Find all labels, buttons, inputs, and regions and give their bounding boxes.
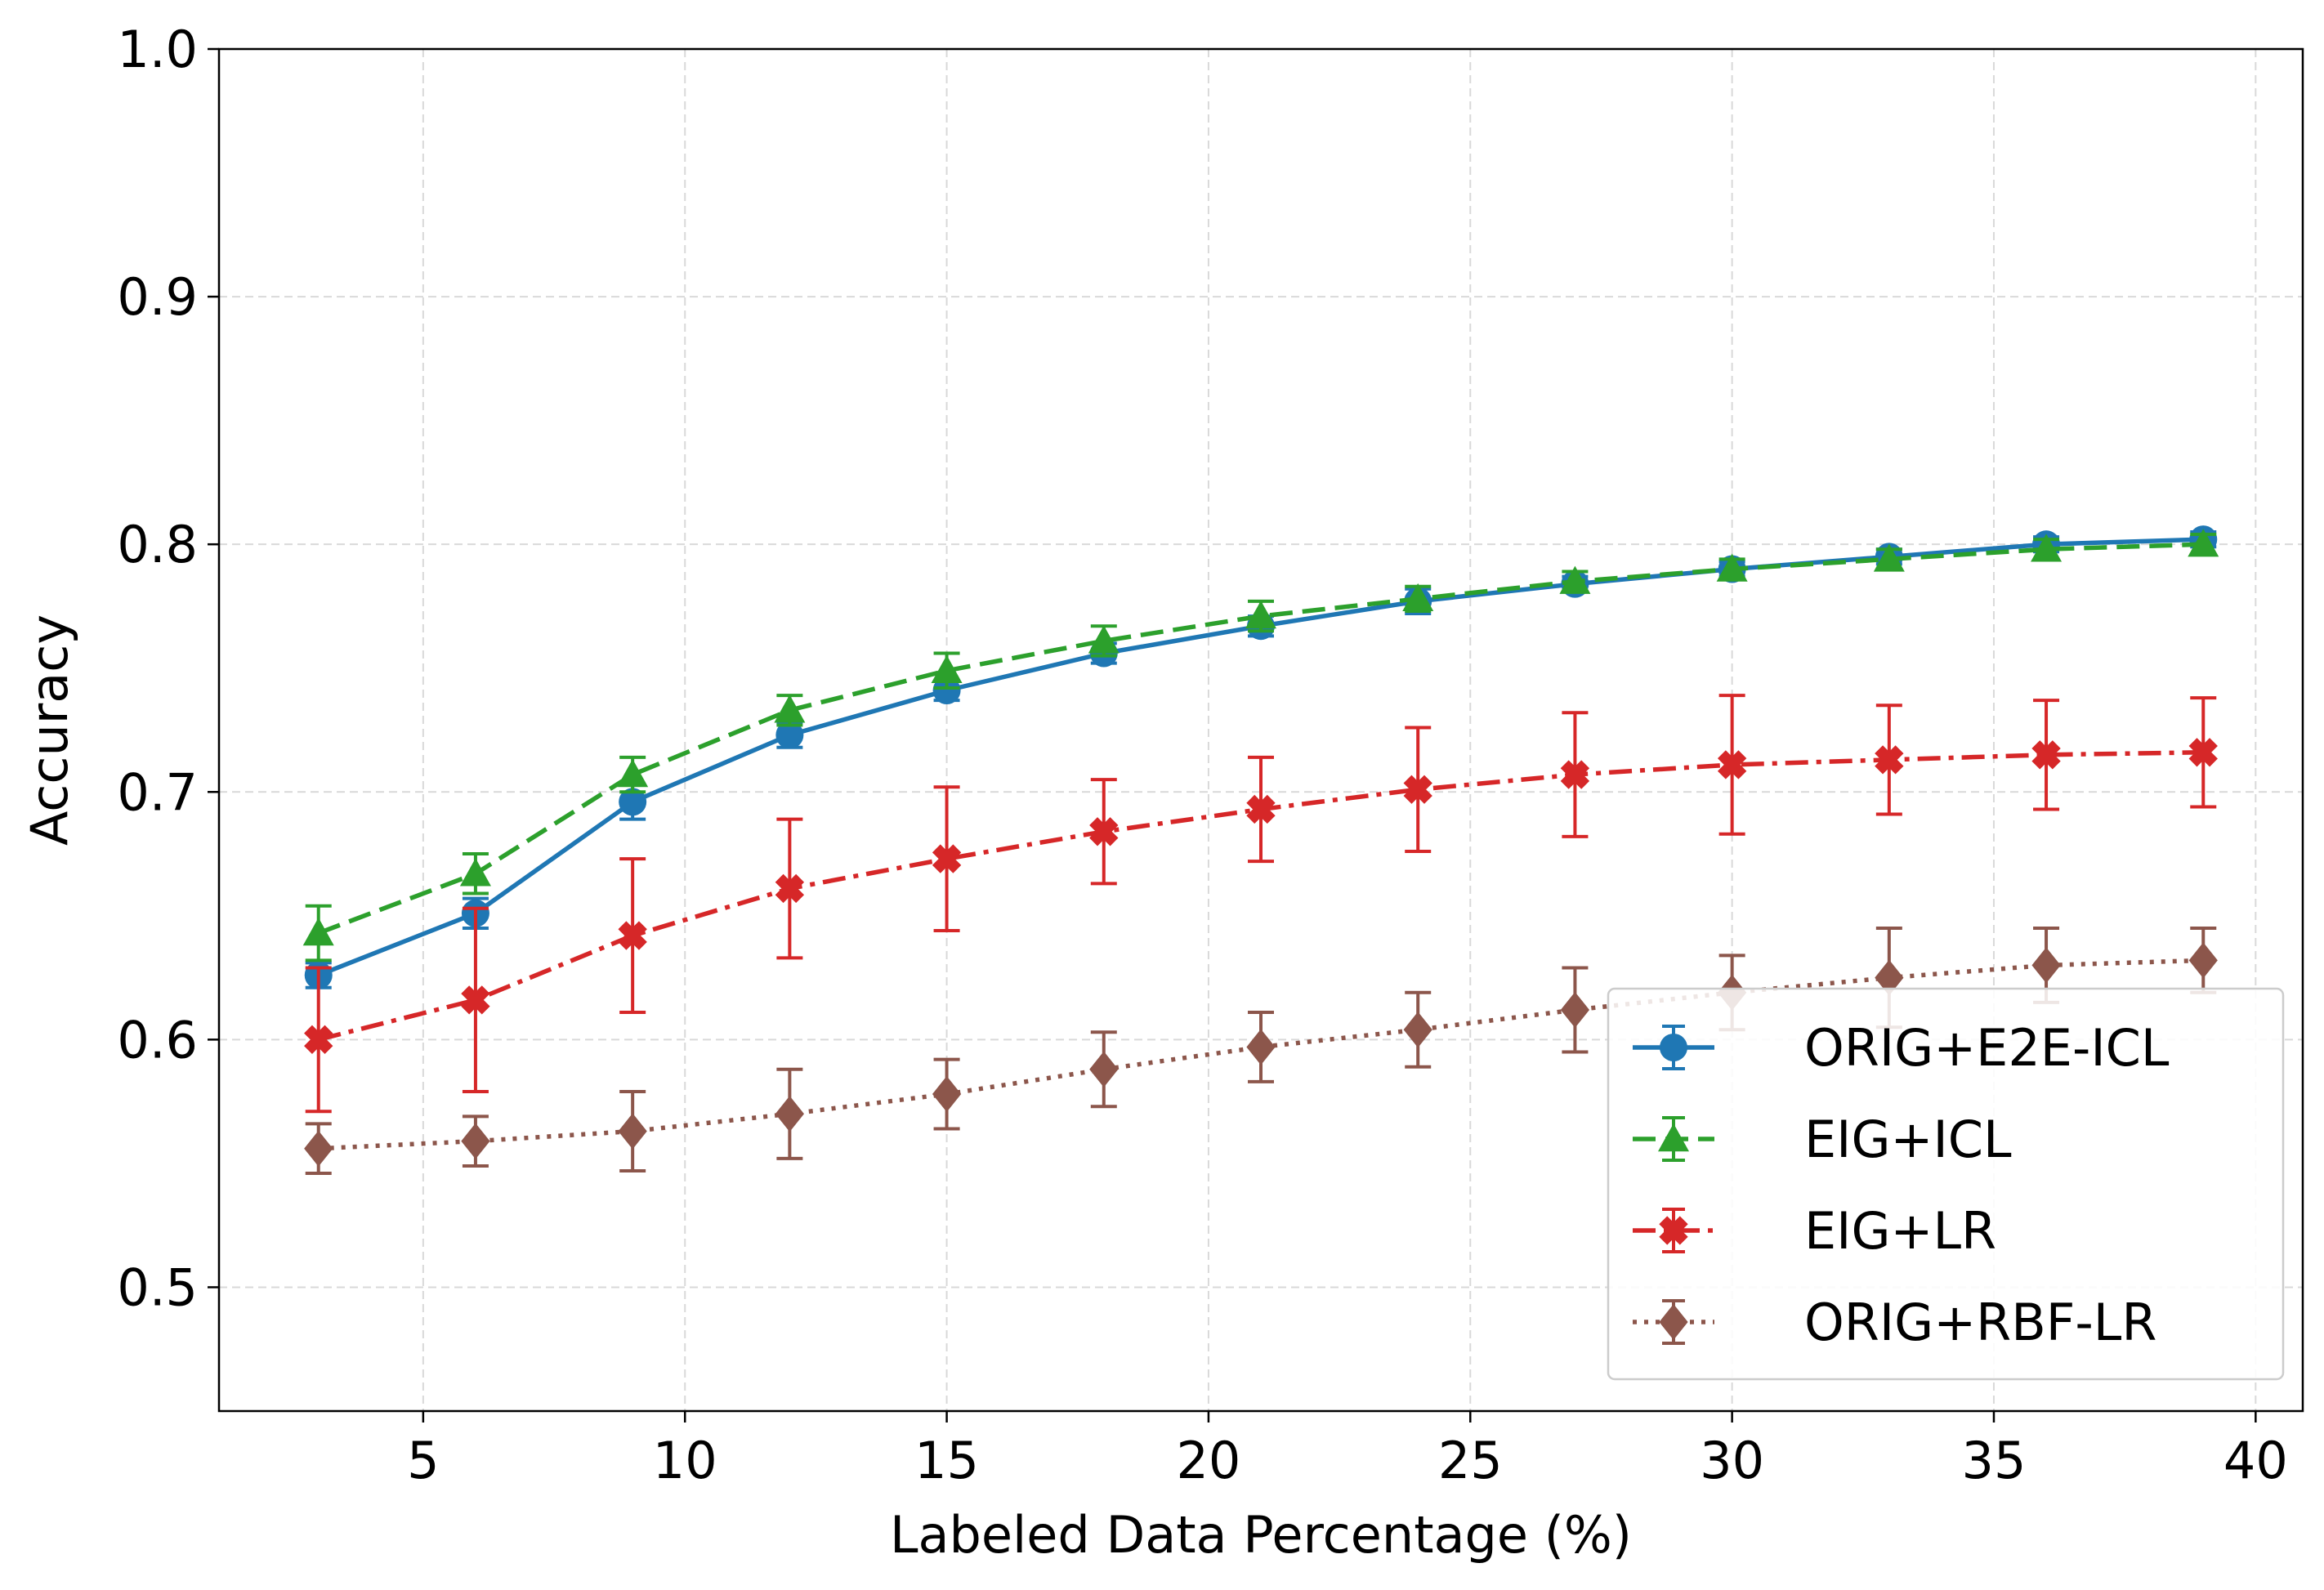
data-point	[304, 1130, 333, 1167]
data-point	[2188, 529, 2219, 557]
data-point	[2188, 942, 2218, 979]
data-point	[1873, 543, 1905, 572]
data-point	[2031, 740, 2061, 770]
data-point	[774, 695, 806, 723]
data-point	[459, 858, 491, 887]
data-point	[1560, 991, 1590, 1028]
series-eig-icl	[302, 529, 2219, 962]
x-tick-label: 15	[914, 1431, 979, 1490]
data-point	[618, 1113, 647, 1150]
data-point	[1402, 583, 1434, 612]
legend-entry: ORIG+E2E-ICL	[1633, 1018, 2170, 1078]
data-point	[461, 985, 490, 1015]
data-point	[932, 677, 961, 705]
data-point	[775, 873, 805, 904]
x-tick-label: 40	[2223, 1431, 2288, 1490]
data-point	[1875, 959, 1904, 996]
data-point	[304, 1025, 333, 1055]
series-orig-rbf-lr	[304, 926, 2218, 1176]
x-axis-label: Labeled Data Percentage (%)	[890, 1505, 1632, 1565]
data-point	[1088, 625, 1120, 654]
legend-marker	[1660, 1034, 1687, 1061]
legend-entry: ORIG+RBF-LR	[1633, 1293, 2156, 1352]
data-point	[775, 1096, 804, 1132]
x-tick-label: 10	[653, 1431, 717, 1490]
legend-label: EIG+LR	[1804, 1201, 1996, 1261]
data-point	[617, 759, 649, 788]
data-point	[2031, 947, 2061, 984]
data-point	[931, 654, 963, 683]
legend: ORIG+E2E-ICL EIG+ICL EIG+LR ORIG+RBF-LR	[1607, 987, 2285, 1381]
data-point	[461, 1123, 490, 1159]
data-point	[1560, 760, 1590, 789]
data-point	[2031, 534, 2063, 562]
series-layer	[302, 525, 2219, 1176]
y-tick-label: 0.6	[117, 1010, 198, 1070]
data-point	[775, 721, 804, 749]
data-point	[1403, 1012, 1432, 1048]
data-point	[2188, 738, 2218, 767]
x-tick-label: 25	[1438, 1431, 1503, 1490]
ticks: 5 10 15 20 25 30 35 40 0.5 0.6 0.7 0.8 0.9 1.0	[117, 20, 2287, 1490]
legend-label: ORIG+E2E-ICL	[1804, 1018, 2170, 1078]
data-point	[1716, 553, 1748, 582]
x-tick-label: 20	[1176, 1431, 1240, 1490]
data-point	[1559, 565, 1591, 594]
data-point	[1089, 1051, 1119, 1088]
plot-frame	[217, 47, 2304, 1413]
legend-box	[1607, 987, 2285, 1381]
y-axis-label: Accuracy	[20, 614, 79, 846]
data-point	[618, 921, 647, 950]
x-tick-label: 35	[1962, 1431, 2027, 1490]
y-tick-label: 0.8	[117, 515, 198, 574]
data-point	[932, 844, 962, 873]
data-point	[1875, 745, 1904, 775]
x-tick-label: 5	[407, 1431, 439, 1490]
data-point	[302, 918, 334, 946]
y-tick-label: 0.7	[117, 762, 198, 822]
data-point	[1245, 601, 1276, 629]
legend-label: EIG+ICL	[1804, 1110, 2012, 1169]
legend-label: ORIG+RBF-LR	[1804, 1293, 2156, 1352]
series-eig-lr	[304, 694, 2218, 1114]
data-point	[932, 1076, 962, 1113]
y-tick-label: 1.0	[117, 20, 198, 79]
grid	[219, 48, 2303, 1411]
data-point	[1403, 775, 1432, 804]
x-tick-label: 30	[1700, 1431, 1764, 1490]
legend-marker	[1659, 1216, 1688, 1245]
data-point	[1717, 750, 1747, 779]
legend-marker	[1659, 1304, 1688, 1340]
data-point	[1246, 1029, 1276, 1065]
data-point	[619, 788, 647, 816]
y-tick-label: 0.5	[117, 1257, 198, 1317]
legend-entry: EIG+ICL	[1633, 1110, 2012, 1169]
legend-marker	[1658, 1123, 1689, 1152]
legend-entry: EIG+LR	[1633, 1201, 1996, 1261]
data-point	[1089, 817, 1119, 846]
data-point	[1246, 794, 1276, 824]
y-tick-label: 0.9	[117, 267, 198, 327]
